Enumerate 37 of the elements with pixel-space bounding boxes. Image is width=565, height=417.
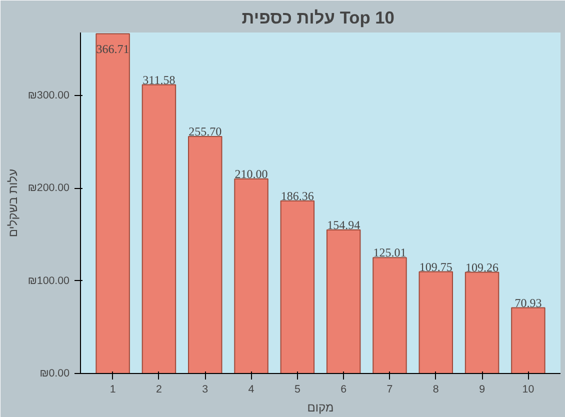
bar [96,33,130,374]
x-tick-label: 2 [156,384,162,396]
data-label: 311.58 [142,72,176,87]
data-label: 366.71 [96,42,130,56]
x-tick-label: 10 [522,384,534,396]
bar [142,84,176,374]
data-label: 109.26 [466,260,499,274]
y-tick-label: ₪0.00 [40,368,70,380]
data-label: 125.01 [373,246,406,260]
bar [418,271,453,374]
bar [326,229,361,374]
x-tick-label: 9 [479,384,486,396]
x-tick-label: 4 [248,384,254,396]
data-label: 210.00 [234,166,268,181]
x-tick-label: 6 [340,384,347,396]
data-label: 154.94 [327,218,360,232]
bar [511,307,546,374]
bar [234,178,268,374]
y-tick-label: ₪300.00 [28,90,70,102]
bar [464,272,500,374]
x-tick-label: 3 [202,384,208,396]
bar [280,200,315,374]
x-tick-label: 5 [294,384,300,396]
x-tick-label: 1 [110,384,116,396]
data-label: 255.70 [188,124,222,139]
data-label: 186.36 [280,188,314,203]
y-tick-label: ₪200.00 [28,182,70,194]
chart-title: עלות כספית Top 10 [242,8,394,28]
data-label: 70.93 [514,296,542,310]
bar [188,136,222,374]
x-axis-title: מקום [307,400,334,414]
y-tick-label: ₪100.00 [28,274,70,287]
bar [372,257,407,374]
x-tick-label: 7 [386,384,393,396]
x-tick-label: 8 [432,384,439,396]
y-axis-title: עלות בשקלים [6,168,20,238]
data-label: 109.75 [419,260,452,274]
